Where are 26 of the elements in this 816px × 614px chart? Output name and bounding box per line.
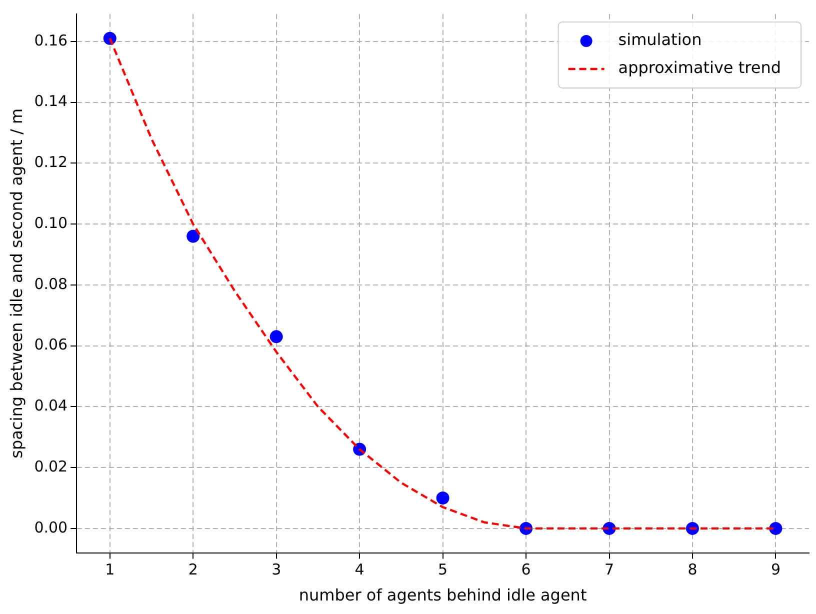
y-tick-label: 0.16 (34, 31, 68, 50)
y-tick-label: 0.04 (34, 396, 68, 415)
x-tick-label: 2 (188, 560, 198, 579)
x-tick-label: 5 (438, 560, 448, 579)
x-tick-label: 7 (604, 560, 614, 579)
y-tick-label: 0.14 (34, 92, 68, 110)
point (186, 230, 200, 243)
y-tick-label: 0.02 (34, 457, 68, 476)
y-tick-label: 0.08 (34, 274, 68, 293)
x-tick-label: 6 (521, 560, 531, 579)
y-tick-label: 0.12 (34, 153, 68, 172)
x-tick-label: 1 (105, 560, 115, 579)
x-tick-label: 3 (272, 560, 282, 579)
y-tick-label: 0.10 (34, 214, 68, 232)
y-tick-label: 0.06 (34, 336, 68, 354)
point (436, 492, 450, 505)
legend-label: simulation (618, 30, 702, 50)
x-axis-title: number of agents behind idle agent (298, 586, 587, 605)
point (270, 330, 283, 344)
x-tick-label: 8 (688, 560, 698, 579)
y-axis-title: spacing between idle and second agent / m (6, 108, 26, 458)
y-tick-label: 0.00 (34, 518, 68, 536)
point (769, 522, 782, 535)
x-tick-label: 9 (770, 560, 780, 579)
legend-label: approximative trend (618, 58, 781, 78)
x-tick-label: 4 (354, 560, 364, 579)
